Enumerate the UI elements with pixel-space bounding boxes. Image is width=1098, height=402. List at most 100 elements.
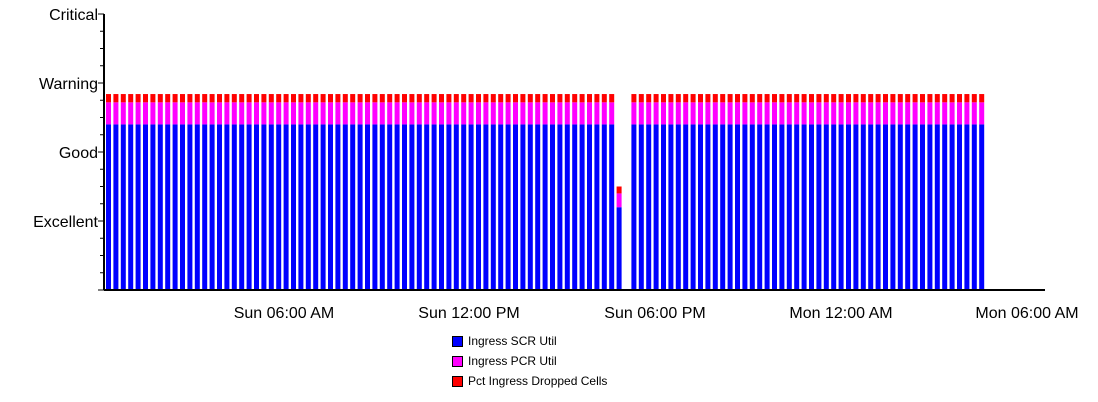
bar-segment [653, 102, 659, 125]
bar-segment [394, 94, 400, 103]
bar-segment [254, 124, 259, 291]
bar-segment [461, 124, 467, 291]
bar-segment [150, 94, 156, 103]
bar-segment [772, 124, 777, 291]
bar-segment [424, 124, 430, 291]
bar-segment [387, 124, 393, 291]
bar-segment [305, 94, 311, 103]
bar-segment [587, 102, 592, 125]
bar-segment [964, 94, 970, 103]
bar-segment [439, 124, 444, 291]
bar-segment [698, 124, 703, 291]
bar-segment [498, 102, 504, 125]
bar-segment [490, 124, 496, 291]
bar-segment [579, 102, 585, 125]
bar-segment [920, 94, 925, 103]
bar-segment [934, 124, 940, 291]
bar-segment [979, 102, 985, 125]
bar-segment [165, 102, 171, 125]
bar-segment [217, 94, 222, 103]
bar-segment [187, 94, 193, 103]
bar-segment [527, 124, 533, 291]
bar-segment [505, 102, 511, 125]
bar-segment [268, 124, 274, 291]
bar-segment [712, 94, 718, 103]
bar-segment [416, 102, 422, 125]
bar-segment [868, 102, 874, 125]
bar-segment [661, 124, 666, 291]
bar-segment [661, 102, 666, 125]
bar-segment [712, 124, 718, 291]
bar-segment [631, 102, 637, 125]
bar-segment [453, 102, 459, 125]
bar-segment [779, 124, 785, 291]
bar-segment [135, 94, 141, 103]
bar-segment [631, 124, 637, 291]
bar-segment [202, 102, 208, 125]
bar-segment [246, 94, 252, 103]
bar-segment [949, 124, 955, 291]
bar-segment [550, 94, 555, 103]
bar-segment [416, 124, 422, 291]
bar-segment [875, 102, 881, 125]
bar-segment [661, 94, 666, 103]
bar-segment [505, 94, 511, 103]
bar-segment [483, 102, 489, 125]
bar-segment [860, 124, 866, 291]
bar-segment [594, 94, 600, 103]
bar-segment [261, 124, 267, 291]
bar-segment [357, 94, 363, 103]
bar-segment [305, 124, 311, 291]
bar-segment [283, 102, 289, 125]
bars [106, 94, 985, 291]
bar-segment [609, 94, 615, 103]
bar-segment [498, 94, 504, 103]
bar-segment [897, 94, 903, 103]
x-tick-label: Sun 06:00 PM [604, 305, 705, 322]
bar-segment [113, 94, 119, 103]
bar-segment [801, 124, 807, 291]
bar-segment [779, 102, 785, 125]
bar-segment [276, 124, 282, 291]
bar-segment [838, 124, 844, 291]
bar-segment [853, 124, 859, 291]
bar-segment [246, 124, 252, 291]
bar-segment [313, 94, 319, 103]
legend-swatch-dropped [452, 375, 463, 387]
bar-segment [638, 124, 644, 291]
bar-segment [934, 102, 940, 125]
bar-segment [690, 124, 696, 291]
bar-segment [402, 124, 407, 291]
bar-segment [202, 124, 208, 291]
bar-segment [365, 124, 370, 291]
bar-segment [801, 94, 807, 103]
bar-segment [786, 102, 792, 125]
bar-segment [180, 94, 185, 103]
bar-segment [616, 193, 622, 208]
bar-segment [587, 94, 592, 103]
bar-segment [157, 102, 163, 125]
bar-segment [646, 124, 652, 291]
bar-segment [609, 102, 615, 125]
bar-segment [720, 124, 726, 291]
bar-segment [231, 102, 237, 125]
bar-segment [254, 102, 259, 125]
bar-segment [631, 94, 637, 103]
bar-segment [490, 102, 496, 125]
bar-segment [128, 94, 134, 103]
bar-segment [757, 102, 763, 125]
bar-segment [535, 124, 541, 291]
bar-segment [424, 102, 430, 125]
bar-segment [254, 94, 259, 103]
bar-segment [971, 102, 977, 125]
bar-segment [727, 102, 733, 125]
bar-segment [342, 124, 348, 291]
bar-segment [557, 102, 563, 125]
bar-segment [564, 102, 570, 125]
bar-segment [905, 94, 911, 103]
bar-segment [749, 124, 755, 291]
bar-segment [690, 102, 696, 125]
bar-segment [498, 124, 504, 291]
bar-segment [261, 102, 267, 125]
bar-segment [772, 102, 777, 125]
